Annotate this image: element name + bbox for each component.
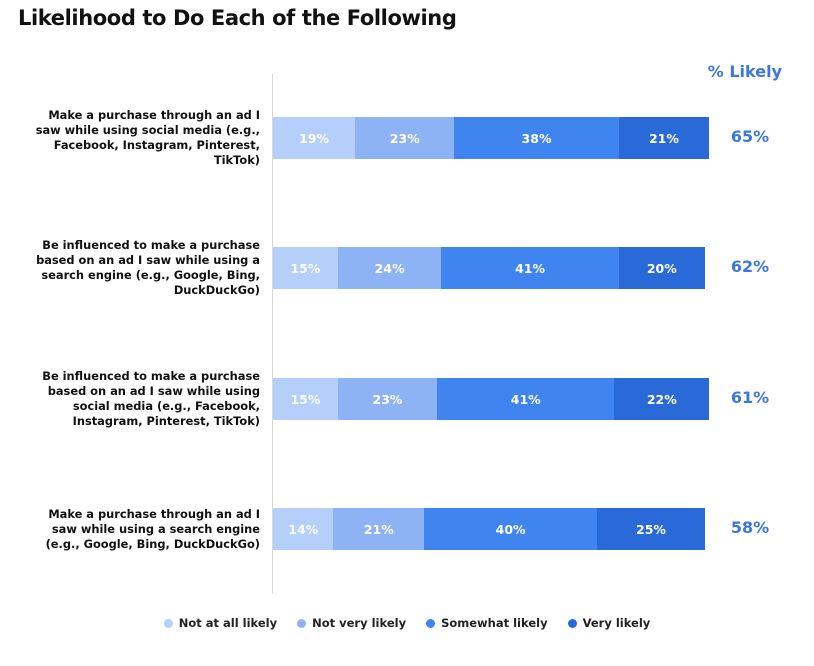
bar-value-label: 15% <box>290 260 321 276</box>
legend-label: Somewhat likely <box>441 616 548 630</box>
bar-segment: 38% <box>454 117 619 159</box>
bar-value-label: 19% <box>299 130 329 146</box>
category-label-line: saw while using social media (e.g., <box>35 123 260 137</box>
bar-value-label: 41% <box>510 391 541 407</box>
legend-swatch <box>163 618 173 628</box>
bar-segment: 24% <box>337 247 442 289</box>
bar-value-label: 23% <box>389 130 420 146</box>
category-label: Be influenced to make a purchase based on… <box>10 238 260 298</box>
percent-likely-value: 62% <box>730 257 770 276</box>
bar-value-label: 21% <box>648 130 679 146</box>
bar-segment: 40% <box>424 508 597 550</box>
bar-segment: 19% <box>273 117 356 159</box>
percent-likely-value: 58% <box>730 518 770 537</box>
category-label-line: social media (e.g., Facebook, <box>72 399 260 413</box>
chart-legend: Not at all likely Not very likely Somewhat… <box>0 616 814 630</box>
category-label-line: saw while using a search engine <box>51 521 260 536</box>
category-label-line: Make a purchase through an ad I <box>48 506 260 521</box>
bar-value-label: 21% <box>363 521 394 537</box>
bar-value-label: 41% <box>515 260 545 276</box>
bar-segment: 41% <box>441 247 619 289</box>
bar-value-label: 22% <box>646 391 677 407</box>
category-label-line: Be influenced to make a purchase <box>42 238 260 252</box>
legend-swatch <box>297 618 307 628</box>
bar-segment: 23% <box>355 117 455 159</box>
percent-likely-header: % Likely <box>707 62 782 81</box>
percent-likely-value: 65% <box>730 127 770 146</box>
legend-item: Somewhat likely <box>426 616 548 630</box>
legend-label: Not at all likely <box>178 616 278 630</box>
legend-swatch <box>426 618 436 628</box>
category-label-line: search engine (e.g., Google, Bing, <box>41 268 260 282</box>
category-label-line: based on an ad I saw while using <box>47 384 260 398</box>
category-label-line: Instagram, Pinterest, TikTok) <box>72 414 260 428</box>
category-label-line: Be influenced to make a purchase <box>42 369 260 383</box>
bar-value-label: 23% <box>372 391 403 407</box>
category-label-line: (e.g., Google, Bing, DuckDuckGo) <box>45 536 260 551</box>
bar-segment: 15% <box>273 378 338 420</box>
legend-item: Not at all likely <box>163 616 278 630</box>
bar-value-label: 38% <box>521 130 552 146</box>
bar-segment: 21% <box>333 508 425 550</box>
bar-segment: 14% <box>273 508 334 550</box>
bar-value-label: 25% <box>636 521 666 537</box>
category-label-line: DuckDuckGo) <box>173 283 260 297</box>
category-label: Be influenced to make a purchase based on… <box>10 369 260 429</box>
bar-segment: 21% <box>618 117 710 159</box>
bar-segment: 15% <box>273 247 338 289</box>
bar-value-label: 15% <box>290 391 321 407</box>
bar-value-label: 40% <box>495 521 526 537</box>
bar-segment: 23% <box>337 378 438 420</box>
category-label-line: based on an ad I saw while using a <box>36 253 260 267</box>
legend-swatch <box>567 618 577 628</box>
bar-value-label: 14% <box>288 521 319 537</box>
legend-item: Very likely <box>567 616 651 630</box>
bar-segment: 22% <box>614 378 710 420</box>
legend-label: Very likely <box>582 616 651 630</box>
legend-item: Not very likely <box>297 616 406 630</box>
chart-title: Likelihood to Do Each of the Following <box>18 6 457 30</box>
category-label-line: Facebook, Instagram, Pinterest, <box>53 138 260 152</box>
bar-segment: 41% <box>437 378 615 420</box>
category-axis-line <box>272 74 273 594</box>
bar-value-label: 20% <box>646 260 677 276</box>
legend-label: Not very likely <box>312 616 407 630</box>
category-label-line: Make a purchase through an ad I <box>48 108 260 122</box>
bar-segment: 20% <box>618 247 705 289</box>
category-label-line: TikTok) <box>213 153 260 167</box>
bar-segment: 25% <box>597 508 705 550</box>
percent-likely-value: 61% <box>730 388 770 407</box>
bar-value-label: 24% <box>374 260 405 276</box>
